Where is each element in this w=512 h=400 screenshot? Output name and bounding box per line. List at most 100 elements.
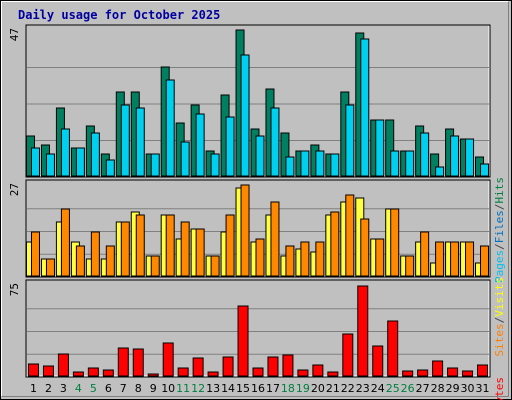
- chart-title: Daily usage for October 2025: [18, 8, 220, 22]
- bar-sites-day-8: [135, 214, 145, 277]
- bar-files-day-1: [30, 147, 40, 177]
- day-label: 3: [60, 382, 67, 395]
- day-label: 7: [120, 382, 127, 395]
- bar-kbytes-day-25: [387, 320, 399, 377]
- bar-sites-day-18: [285, 245, 295, 277]
- legend-entry: Sites: [493, 323, 506, 356]
- bar-files-day-3: [60, 128, 70, 177]
- bar-files-day-18: [285, 156, 295, 177]
- day-label: 8: [135, 382, 142, 395]
- bar-sites-day-29: [450, 241, 460, 277]
- bar-kbytes-day-6: [102, 369, 114, 377]
- bar-sites-day-13: [210, 255, 220, 277]
- panel-kbytes: 75 KBytes: [8, 279, 506, 400]
- bar-kbytes-day-27: [417, 369, 429, 377]
- bar-kbytes-day-20: [312, 364, 324, 377]
- bar-sites-day-12: [195, 228, 205, 277]
- bar-hits-day-18: [280, 132, 290, 177]
- bar-kbytes-day-17: [267, 356, 279, 377]
- bar-files-day-10: [165, 79, 175, 177]
- day-label: 29: [446, 382, 460, 395]
- day-label: 22: [341, 382, 355, 395]
- bar-kbytes-day-3: [57, 353, 69, 377]
- day-label: 18: [281, 382, 295, 395]
- day-label: 12: [191, 382, 205, 395]
- bar-kbytes-day-31: [477, 364, 489, 377]
- day-label: 11: [176, 382, 190, 395]
- day-label: 2: [45, 382, 52, 395]
- day-label: 14: [221, 382, 235, 395]
- legend-entry: /: [493, 204, 506, 211]
- day-label: 24: [371, 382, 385, 395]
- legend-entry: Pages: [493, 250, 506, 283]
- bar-files-day-30: [465, 138, 475, 177]
- bar-files-day-17: [270, 107, 280, 177]
- bar-kbytes-day-5: [87, 367, 99, 377]
- legend-kbytes: KBytes: [493, 377, 506, 400]
- bar-files-day-6: [105, 159, 115, 177]
- bar-sites-day-1: [30, 231, 40, 277]
- bar-sites-day-22: [345, 194, 355, 277]
- bar-files-day-22: [345, 104, 355, 177]
- bar-files-day-26: [405, 150, 415, 177]
- y-max-label: 27: [8, 183, 21, 196]
- bar-sites-day-17: [270, 201, 280, 277]
- bar-kbytes-day-7: [117, 347, 129, 377]
- bar-sites-day-15: [240, 184, 250, 277]
- legend-entry: Visits: [493, 277, 506, 317]
- bar-sites-day-16: [255, 238, 265, 277]
- day-label: 6: [105, 382, 112, 395]
- legend-entry: /: [493, 317, 506, 324]
- day-label: 19: [296, 382, 310, 395]
- bar-files-day-27: [420, 132, 430, 177]
- day-label: 16: [251, 382, 265, 395]
- y-max-label: 75: [8, 283, 21, 296]
- bar-sites-day-2: [45, 258, 55, 277]
- bar-sites-day-30: [465, 241, 475, 277]
- bar-sites-day-14: [225, 214, 235, 277]
- bar-files-day-20: [315, 150, 325, 177]
- bar-kbytes-day-1: [27, 363, 39, 377]
- day-label: 4: [75, 382, 82, 395]
- bar-sites-day-21: [330, 211, 340, 277]
- bar-files-day-15: [240, 54, 250, 177]
- bar-sites-day-9: [150, 255, 160, 277]
- bar-files-day-8: [135, 107, 145, 177]
- bar-kbytes-day-14: [222, 356, 234, 377]
- bar-kbytes-day-9: [147, 373, 159, 377]
- bar-files-day-21: [330, 153, 340, 177]
- day-label: 20: [311, 382, 325, 395]
- day-label: 26: [401, 382, 415, 395]
- day-label: 28: [431, 382, 445, 395]
- bar-sites-day-6: [105, 245, 115, 277]
- bar-kbytes-day-24: [372, 345, 384, 377]
- day-label: 13: [206, 382, 220, 395]
- bar-sites-day-24: [375, 238, 385, 277]
- day-axis-labels: 1 2 3 4 5 6 7 8 9 10 11 12 13 14 15 16 17 18 19 20 21 22 23 24 2…: [30, 382, 490, 395]
- bar-sites-day-3: [60, 208, 70, 277]
- bar-files-day-9: [150, 153, 160, 177]
- bar-sites-day-20: [315, 241, 325, 277]
- day-label: 25: [386, 382, 400, 395]
- bar-sites-day-11: [180, 221, 190, 277]
- day-label: 31: [476, 382, 490, 395]
- day-label: 30: [461, 382, 475, 395]
- day-label: 27: [416, 382, 430, 395]
- bar-kbytes-day-2: [42, 365, 54, 377]
- bar-files-day-23: [360, 38, 370, 177]
- bar-files-day-14: [225, 116, 235, 177]
- legend-entry: Files: [493, 210, 506, 243]
- legend-entry: KBytes: [493, 377, 506, 400]
- bar-kbytes-day-13: [207, 371, 219, 377]
- bar-sites-day-27: [420, 231, 430, 277]
- day-label: 17: [266, 382, 280, 395]
- bar-sites-day-28: [435, 241, 445, 277]
- bar-sites-day-19: [300, 241, 310, 277]
- bar-files-day-5: [90, 132, 100, 177]
- bar-files-day-2: [45, 153, 55, 177]
- day-label: 23: [356, 382, 370, 395]
